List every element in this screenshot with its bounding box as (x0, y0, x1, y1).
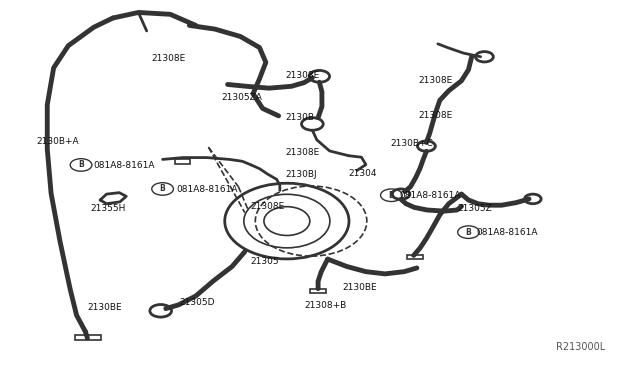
Text: 21308E: 21308E (285, 71, 319, 80)
Text: 2130B+C: 2130B+C (390, 139, 433, 148)
Text: 21304: 21304 (349, 169, 377, 177)
Text: 2130BJ: 2130BJ (285, 170, 317, 179)
Text: 081A8-8161A: 081A8-8161A (177, 185, 238, 194)
Text: 21355H: 21355H (91, 203, 126, 213)
Text: 21305D: 21305D (180, 298, 215, 307)
Text: 21308E: 21308E (419, 76, 453, 85)
Bar (407, 256, 422, 259)
Text: 081A8-8161A: 081A8-8161A (476, 228, 538, 237)
Text: 21305: 21305 (250, 257, 278, 266)
Text: 21305Z: 21305Z (457, 203, 492, 213)
Text: B: B (78, 160, 84, 170)
Text: 21308E: 21308E (285, 148, 319, 157)
Text: 21308E: 21308E (419, 111, 453, 121)
Text: 21308E: 21308E (151, 54, 186, 63)
Text: B: B (160, 185, 166, 193)
Text: B: B (388, 191, 394, 200)
Text: 081A8-8161A: 081A8-8161A (399, 191, 461, 200)
Text: 081A8-8161A: 081A8-8161A (94, 161, 156, 170)
Text: B: B (465, 228, 471, 237)
Text: 21308E: 21308E (250, 202, 284, 211)
Text: 21308+B: 21308+B (304, 301, 346, 311)
Bar (175, 160, 190, 164)
Text: 2130B: 2130B (285, 113, 314, 122)
Bar (310, 289, 326, 293)
Text: 2130BE: 2130BE (342, 283, 377, 292)
Text: 2130BE: 2130BE (88, 303, 122, 312)
Text: 2130B+A: 2130B+A (36, 137, 79, 146)
Bar (76, 335, 100, 340)
Text: R213000L: R213000L (556, 341, 605, 352)
Text: 21305ZA: 21305ZA (221, 93, 262, 102)
